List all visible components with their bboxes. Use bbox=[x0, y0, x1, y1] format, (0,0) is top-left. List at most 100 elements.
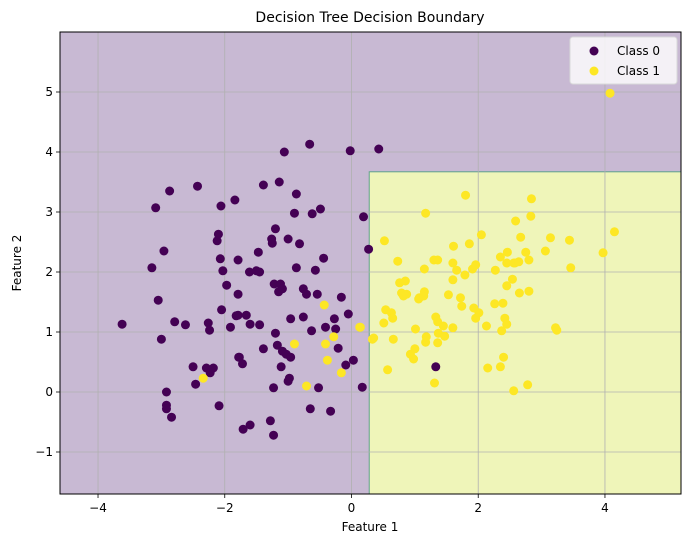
data-point-class-1 bbox=[609, 227, 619, 237]
data-point-class-1 bbox=[379, 236, 389, 246]
data-point-class-0 bbox=[222, 280, 232, 290]
legend-label-class-0: Class 0 bbox=[617, 44, 660, 58]
data-point-class-0 bbox=[431, 362, 441, 372]
data-point-class-1 bbox=[301, 381, 311, 391]
x-axis-ticks: −4 −2 0 2 4 bbox=[89, 494, 609, 515]
data-point-class-0 bbox=[310, 265, 320, 275]
data-point-class-1 bbox=[443, 290, 453, 300]
y-tick-label: −1 bbox=[35, 445, 53, 459]
x-tick-label: 0 bbox=[348, 501, 356, 515]
data-point-class-1 bbox=[388, 334, 398, 344]
data-point-class-1 bbox=[433, 338, 443, 348]
data-point-class-0 bbox=[205, 325, 215, 335]
data-point-class-1 bbox=[319, 300, 329, 310]
data-point-class-0 bbox=[291, 263, 301, 273]
data-point-class-0 bbox=[329, 314, 339, 324]
data-point-class-1 bbox=[502, 319, 512, 329]
data-point-class-1 bbox=[410, 344, 420, 354]
data-point-class-1 bbox=[419, 264, 429, 274]
data-point-class-1 bbox=[452, 265, 462, 275]
data-point-class-0 bbox=[279, 147, 289, 157]
data-point-class-1 bbox=[448, 258, 458, 268]
data-point-class-0 bbox=[237, 359, 247, 369]
data-point-class-1 bbox=[448, 323, 458, 333]
data-point-class-0 bbox=[265, 416, 275, 426]
data-point-class-0 bbox=[357, 382, 367, 392]
data-point-class-0 bbox=[333, 343, 343, 353]
y-tick-label: 2 bbox=[45, 265, 53, 279]
data-point-class-1 bbox=[474, 308, 484, 318]
data-point-class-0 bbox=[336, 292, 346, 302]
data-point-class-1 bbox=[564, 235, 574, 245]
data-point-class-0 bbox=[283, 234, 293, 244]
data-point-class-1 bbox=[605, 88, 615, 98]
data-point-class-1 bbox=[400, 276, 410, 286]
legend-marker-class-1 bbox=[589, 66, 599, 76]
data-point-class-1 bbox=[430, 378, 440, 388]
data-point-class-0 bbox=[326, 406, 336, 416]
data-point-class-0 bbox=[255, 267, 265, 277]
data-point-class-1 bbox=[498, 298, 508, 308]
data-point-class-1 bbox=[540, 246, 550, 256]
data-point-class-1 bbox=[552, 325, 562, 335]
data-point-class-0 bbox=[270, 328, 280, 338]
data-point-class-0 bbox=[245, 319, 255, 329]
data-point-class-0 bbox=[286, 314, 296, 324]
data-point-class-0 bbox=[117, 319, 127, 329]
x-axis-label: Feature 1 bbox=[342, 520, 399, 534]
data-point-class-0 bbox=[167, 412, 177, 422]
data-point-class-1 bbox=[457, 301, 467, 311]
data-point-class-1 bbox=[421, 208, 431, 218]
data-point-class-1 bbox=[419, 287, 429, 297]
data-point-class-0 bbox=[159, 246, 169, 256]
data-point-class-0 bbox=[161, 387, 171, 397]
data-point-class-0 bbox=[165, 186, 175, 196]
plot-frame bbox=[59, 31, 682, 495]
scatter-points bbox=[117, 88, 619, 440]
chart-title: Decision Tree Decision Boundary bbox=[255, 10, 484, 26]
data-point-class-0 bbox=[305, 404, 315, 414]
data-point-class-0 bbox=[277, 284, 287, 294]
data-point-class-0 bbox=[289, 208, 299, 218]
data-point-class-0 bbox=[312, 289, 322, 299]
data-point-class-1 bbox=[524, 255, 534, 265]
data-point-class-0 bbox=[341, 360, 351, 370]
data-point-class-0 bbox=[238, 424, 248, 434]
legend: Class 0 Class 1 bbox=[569, 36, 678, 85]
data-point-class-0 bbox=[345, 146, 355, 156]
x-tick-label: 2 bbox=[474, 501, 482, 515]
data-point-class-1 bbox=[322, 355, 332, 365]
data-point-class-1 bbox=[495, 362, 505, 372]
data-point-class-1 bbox=[499, 352, 509, 362]
data-point-class-0 bbox=[274, 177, 284, 187]
data-point-class-1 bbox=[521, 247, 531, 257]
data-point-class-1 bbox=[490, 299, 500, 309]
data-point-class-0 bbox=[230, 195, 240, 205]
x-tick-label: 4 bbox=[601, 501, 609, 515]
data-point-class-0 bbox=[267, 238, 277, 248]
data-point-class-0 bbox=[225, 322, 235, 332]
y-tick-label: 4 bbox=[45, 145, 53, 159]
data-point-class-0 bbox=[233, 310, 243, 320]
data-point-class-0 bbox=[258, 180, 268, 190]
data-point-class-0 bbox=[295, 239, 305, 249]
region-class-1 bbox=[368, 171, 682, 495]
data-point-class-1 bbox=[524, 286, 534, 296]
data-point-class-1 bbox=[410, 324, 420, 334]
data-point-class-0 bbox=[215, 254, 225, 264]
data-point-class-1 bbox=[476, 230, 486, 240]
data-point-class-1 bbox=[355, 322, 365, 332]
data-point-class-0 bbox=[276, 362, 286, 372]
x-tick-label: −2 bbox=[216, 501, 234, 515]
y-axis-label: Feature 2 bbox=[10, 235, 24, 292]
data-point-class-1 bbox=[289, 339, 299, 349]
data-point-class-0 bbox=[245, 420, 255, 430]
data-point-class-0 bbox=[331, 324, 341, 334]
data-point-class-1 bbox=[526, 194, 536, 204]
data-point-class-0 bbox=[193, 181, 203, 191]
data-point-class-1 bbox=[545, 233, 555, 243]
data-point-class-1 bbox=[388, 313, 398, 323]
data-point-class-1 bbox=[336, 368, 346, 378]
data-point-class-1 bbox=[383, 365, 393, 375]
data-point-class-1 bbox=[566, 263, 576, 273]
